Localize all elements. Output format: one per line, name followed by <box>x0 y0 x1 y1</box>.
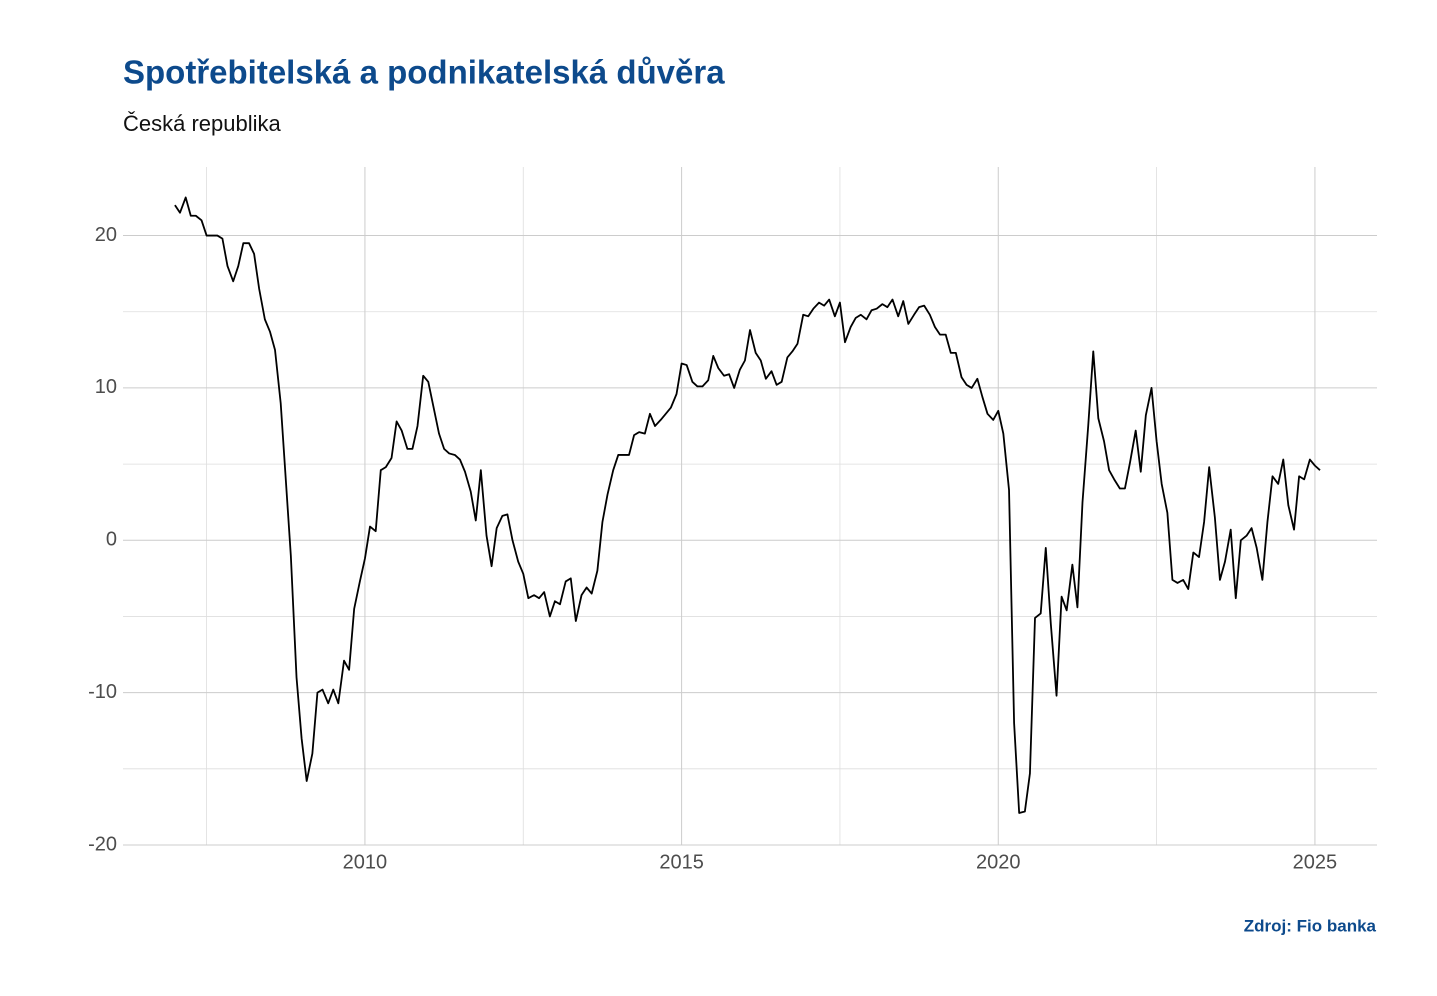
y-tick-label: 0 <box>106 529 117 551</box>
chart-title: Spotřebitelská a podnikatelská důvěra <box>123 54 725 91</box>
data-line <box>174 196 1321 814</box>
x-tick-label: 2015 <box>659 851 704 873</box>
chart-subtitle: Česká republika <box>123 111 282 136</box>
y-tick-label: -10 <box>88 681 117 703</box>
y-tick-label: -20 <box>88 833 117 855</box>
x-tick-label: 2010 <box>343 851 388 873</box>
y-tick-label: 10 <box>95 376 117 398</box>
x-tick-label: 2020 <box>976 851 1021 873</box>
y-tick-label: 20 <box>95 224 117 246</box>
x-tick-label: 2025 <box>1293 851 1338 873</box>
source-note: Zdroj: Fio banka <box>1244 916 1377 935</box>
